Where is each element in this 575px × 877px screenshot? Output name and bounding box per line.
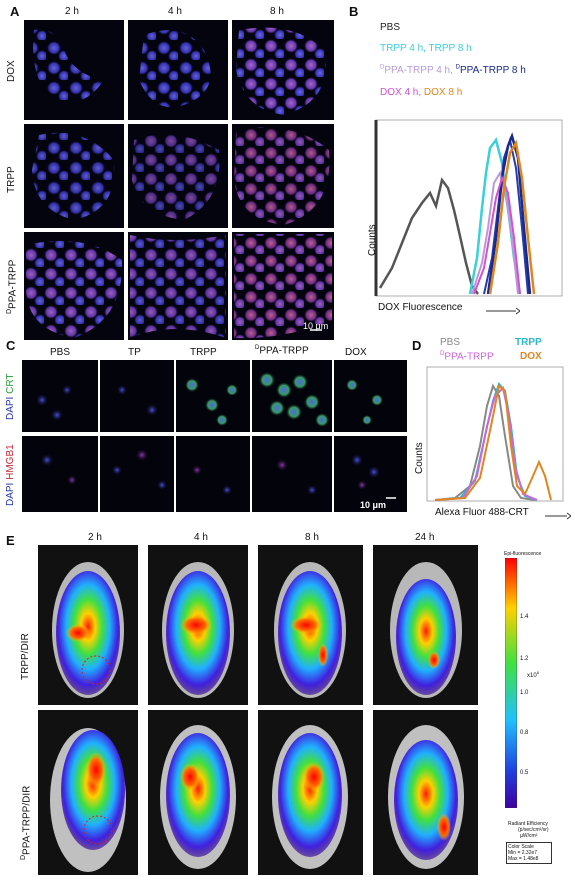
panel-b-xlabel: DOX Fluorescence [378,302,463,313]
panel-e-time-24h: 24 h [415,532,435,543]
panel-b-legend-dppa: DPPA-TRPP 4 h, DPPA-TRPP 8 h [380,65,526,77]
panel-a-label: A [10,4,20,19]
panel-d-legend-trpp: TRPP [515,337,542,348]
curve-d-trpp [434,382,538,501]
panel-c-col-tp: TP [128,347,141,358]
panel-c-col-dppa: DPPA-TRPP [255,345,309,357]
panel-c-label: C [6,338,16,353]
panel-b-x-arrow [486,307,520,315]
panel-e-time-4h: 4 h [194,532,208,543]
panel-b-legend-dox: DOX 4 h, DOX 8 h [380,87,463,98]
colorbar-tick-1: 1.4 [520,614,529,620]
colorbar-scale-box: Color Scale Min = 2.32e7 Max = 1.48e8 [506,842,552,864]
panel-d-ylabel: Counts [414,442,425,474]
panel-a-time-8h: 8 h [270,6,284,17]
panel-b-histogram [374,119,563,297]
micrograph-crt-tp [100,360,174,432]
panel-d-label: D [412,338,422,353]
colorbar-tick-3: 1.0 [520,690,529,696]
colorbar-tick-5: 0.5 [520,770,529,776]
panel-e-mouse-imaging [38,545,478,875]
panel-b-legend-pbs: PBS [380,22,401,33]
panel-b-ylabel: Counts [367,224,378,256]
micrograph-crt-pbs [22,360,98,432]
panel-c-micrograph-grid [22,360,407,512]
panel-a-row-trpp: TRPP [6,166,17,193]
panel-a-row-dox: DOX [6,60,17,82]
panel-b-label: B [349,4,359,19]
curve-pbs [378,177,479,295]
micrograph-crt-trpp [176,360,250,432]
colorbar-tick-2: 1.2 [520,656,529,662]
panel-d-x-arrow [545,512,571,520]
curve-d-pbs [434,383,536,501]
colorbar-exponent: x108 [527,670,539,679]
colorbar-units: Radiant Efficiency (p/sec/cm²/sr) µW/cm² [508,821,549,839]
micrograph-hmgb1-tp [100,436,174,512]
panel-d-legend-pbs: PBS [440,337,461,348]
panel-c-col-dox: DOX [345,347,367,358]
micrograph-hmgb1-dppa [252,436,332,512]
curve-d-dppa [434,385,538,501]
curve-d-dox [434,384,552,501]
panel-d-histogram [426,366,564,502]
panel-b-legend-trpp: TRPP 4 h, TRPP 8 h [380,43,472,54]
panel-e-label: E [6,533,15,548]
panel-c-scale-bar: 10 μm [360,500,387,510]
panel-d-xlabel: Alexa Fluor 488-CRT [435,507,529,518]
colorbar [505,558,517,808]
curve-dox-4h [473,174,521,295]
curve-dox-8h [488,139,536,295]
panel-c-row2-label: DAPI HMGB1 [5,444,16,506]
panel-a-time-2h: 2 h [65,6,79,17]
colorbar-title: Epi-fluorescence [504,551,542,557]
curve-dppa-8h [486,132,532,295]
micrograph-hmgb1-pbs [22,436,98,512]
panel-a-time-4h: 4 h [168,6,182,17]
panel-d-legend-dox: DOX [520,351,542,362]
panel-e-row2-label: DPPA-TRPP/DIR [20,785,33,860]
panel-c-col-trpp: TRPP [190,347,217,358]
panel-c-row1-label: DAPI CRT [5,373,16,421]
panel-a-micrograph-grid [24,20,334,340]
panel-a-scale-bar: 10 μm [303,321,329,331]
panel-a-row-dppa: DPPA-TRPP [6,259,19,314]
micrograph-hmgb1-trpp [176,436,250,512]
panel-d-legend-dppa: DPPA-TRPP [440,351,494,363]
panel-e-time-8h: 8 h [305,532,319,543]
panel-e-row1-label: TRPP/DIR [20,633,31,680]
curve-trpp-4h [468,137,522,295]
panel-e-time-2h: 2 h [88,532,102,543]
curve-dppa-4h [471,170,519,295]
colorbar-tick-4: 0.8 [520,730,529,736]
panel-c-col-pbs: PBS [50,347,71,358]
